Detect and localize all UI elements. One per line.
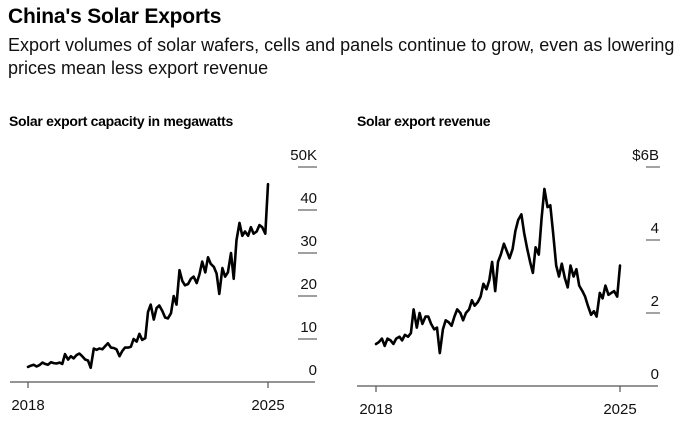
page-subtitle: Export volumes of solar wafers, cells an…	[8, 35, 675, 78]
y-tick-label-capacity-2: 20	[300, 276, 317, 293]
y-tick-label-capacity-3: 30	[300, 233, 317, 250]
x-tick-label-revenue-1: 2025	[603, 401, 636, 418]
chart-title-capacity: Solar export capacity in megawatts	[9, 113, 233, 129]
y-tick-label-capacity-5: 50K	[290, 147, 317, 164]
chart-title-revenue: Solar export revenue	[357, 113, 491, 129]
x-tick-label-capacity-1: 2025	[251, 397, 284, 414]
x-tick-label-capacity-0: 2018	[11, 397, 44, 414]
series-line-capacity	[26, 182, 270, 370]
page-title: China's Solar Exports	[8, 5, 222, 28]
y-tick-label-revenue-2: 4	[651, 220, 659, 237]
y-tick-label-revenue-1: 2	[651, 293, 659, 310]
x-tick-label-revenue-0: 2018	[359, 401, 392, 418]
y-tick-label-capacity-4: 40	[300, 190, 317, 207]
y-tick-label-capacity-0: 0	[309, 362, 317, 379]
y-tick-label-capacity-1: 10	[300, 319, 317, 336]
y-tick-label-revenue-0: 0	[651, 366, 659, 383]
y-tick-label-revenue-3: $6B	[632, 147, 659, 164]
series-line-revenue	[374, 187, 622, 355]
